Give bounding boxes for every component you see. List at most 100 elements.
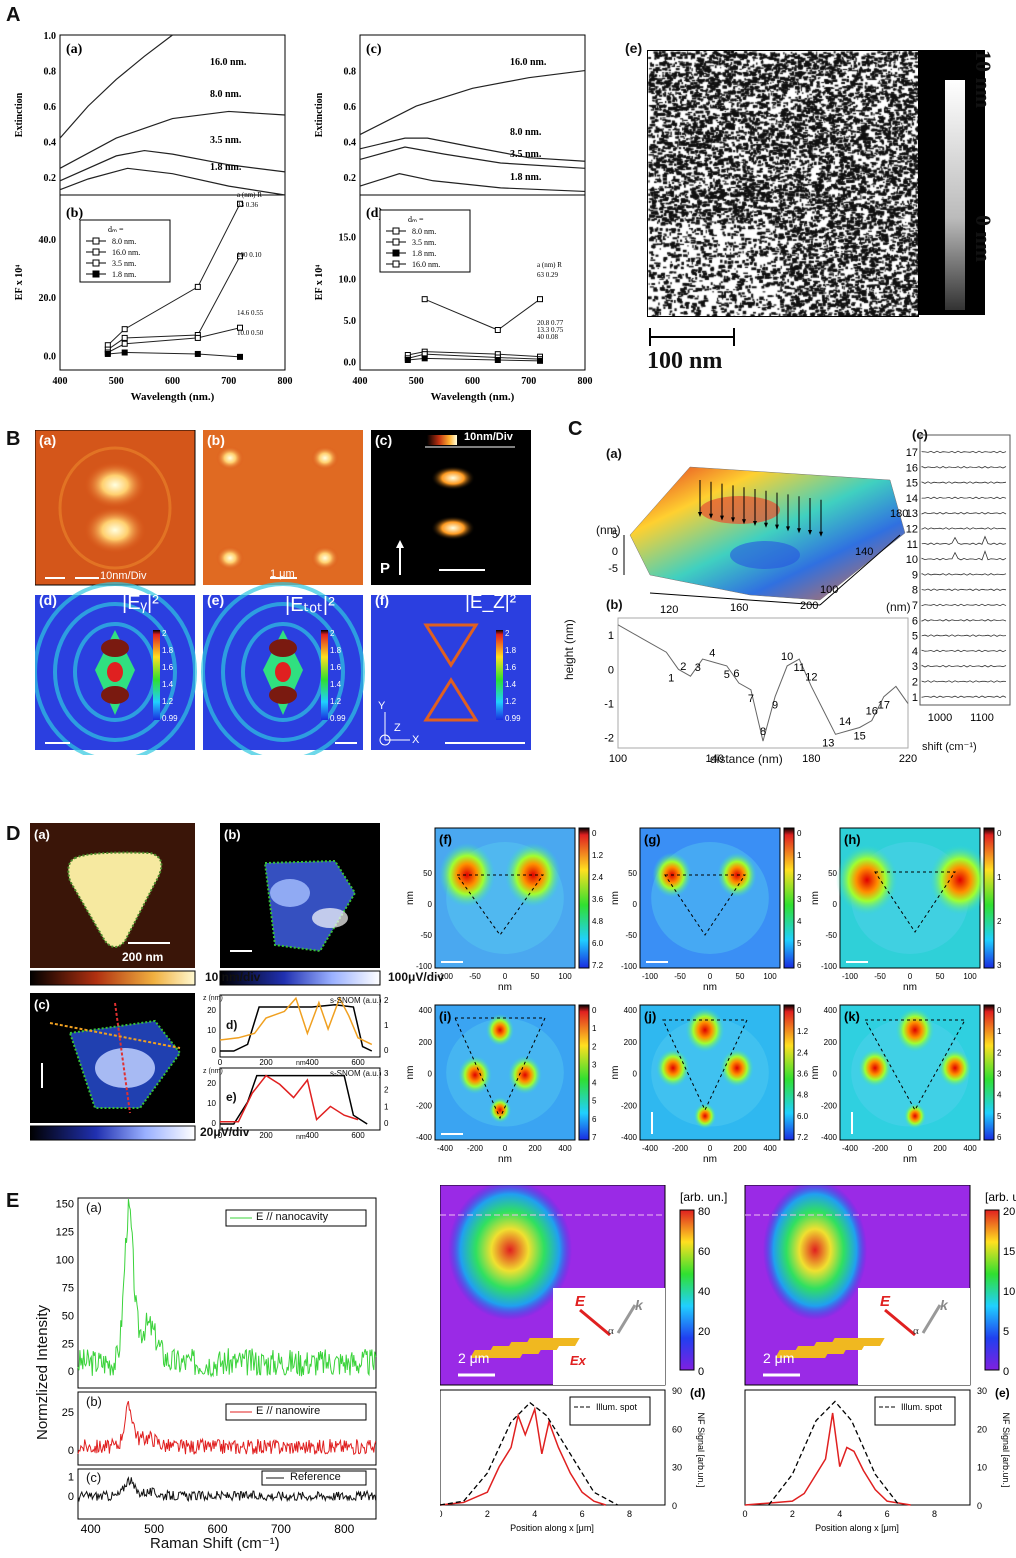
b-f-cbar-tick: 1.8 <box>505 646 517 655</box>
a-right-ef-ytick: 15.0 <box>339 233 357 244</box>
e-e-colorbar <box>984 1209 1000 1371</box>
d-k-cbar-tick: 0 <box>997 1006 1002 1015</box>
d-f-cbar-tick: 0 <box>592 829 597 838</box>
a-right-panel: 400 500 600 700 800 Wavelength (nm.) 0.2 0.4 0.6… <box>314 34 593 403</box>
a-left-panel: 400 500 600 700 800 Wavelength (nm.) 0.2 0.4 0.6… <box>14 31 293 403</box>
d-f-colorbar <box>578 827 590 969</box>
d-d-z: z (nm) <box>203 995 223 1002</box>
e-xtick: 600 <box>207 1522 227 1536</box>
e-d-nf-ylabel: NF Signal [arb.un.] <box>696 1412 706 1487</box>
c-c-spectrum-label: 9 <box>912 569 918 581</box>
b-f-cbar-tick: 1.2 <box>505 697 517 706</box>
c-a-ytick: 100 <box>820 584 838 596</box>
a-right-curve-label: 16.0 nm. <box>510 57 547 68</box>
d-k-xlabel: nm <box>903 1154 917 1165</box>
a-right-ext-series-3 <box>359 173 586 193</box>
a-left-ef-point <box>121 349 128 356</box>
c-b-point-label: 8 <box>760 726 766 738</box>
c-b-point-label: 6 <box>733 668 739 680</box>
d-j-cbar-tick: 4.8 <box>797 1091 809 1100</box>
e-d-colorbar <box>679 1209 695 1371</box>
d-h-ytick: 0 <box>833 900 838 909</box>
d-h-ytick: -100 <box>821 962 838 971</box>
d-k-hotspot <box>858 1048 892 1088</box>
a-right-legend-item: 16.0 nm. <box>412 260 440 269</box>
d-j-hotspot <box>685 1007 725 1053</box>
b-axis-z: Z <box>394 722 401 734</box>
c-b-ytick: -2 <box>604 733 614 745</box>
d-g-ylabel: nm <box>610 891 621 905</box>
a-left-ext-series-0 <box>59 34 173 139</box>
b-d-cbar-tick: 0.99 <box>162 714 178 723</box>
e-d-cbar-tick: 40 <box>698 1286 710 1298</box>
c-b-label: (b) <box>606 597 623 612</box>
e-legend-b: E // nanowire <box>256 1405 321 1417</box>
d-i-ylabel: nm <box>405 1066 416 1080</box>
d-g-cbar-tick: 3 <box>797 895 802 904</box>
b-e-cbar-tick: 1.8 <box>330 646 342 655</box>
d-j-ytick: -400 <box>621 1133 638 1142</box>
e-xtick: 400 <box>81 1522 101 1536</box>
d-f-cbar-tick: 7.2 <box>592 961 604 970</box>
b-f-label: (f) <box>375 592 389 608</box>
d-g-xlabel: nm <box>703 982 717 993</box>
a-right-curve-label: 1.8 nm. <box>510 172 542 183</box>
b-e-cbar-tick: 1.2 <box>330 697 342 706</box>
a-left-ef-point <box>237 253 243 260</box>
c-a-ytick: 140 <box>855 546 873 558</box>
k-vector-icon <box>616 1304 637 1334</box>
e-d-legend <box>569 1396 651 1426</box>
c-b-point-label: 3 <box>695 662 701 674</box>
d-k-cbar-tick: 4 <box>997 1091 1002 1100</box>
a-left-xlabel: Wavelength (nm.) <box>131 391 215 403</box>
d-h-ylabel: nm <box>810 891 821 905</box>
d-j-xtick: -200 <box>672 1144 689 1153</box>
d-e-y2tick: 2 <box>384 1086 389 1095</box>
a-right-ext-series-0 <box>359 69 586 136</box>
d-h-ytick: 50 <box>828 869 837 878</box>
e-b-ytick: 0 <box>68 1445 74 1457</box>
c-b-point-label: 13 <box>822 737 834 749</box>
e-e-legend <box>874 1396 956 1426</box>
c-b-point-label: 5 <box>724 669 730 681</box>
a-right-ef-point <box>421 296 428 303</box>
d-i-cbar-tick: 5 <box>592 1097 597 1106</box>
a-e-image <box>647 50 919 317</box>
c-b-point-label: 9 <box>772 700 778 712</box>
e-d-nf-series <box>440 1406 607 1506</box>
d-i-xtick: 200 <box>528 1144 542 1153</box>
d-i-cbar-tick: 3 <box>592 1060 597 1069</box>
d-j-hotspot <box>720 1048 754 1088</box>
c-b-point-label: 11 <box>794 662 805 674</box>
c-c-spectrum <box>921 603 1007 607</box>
c-c-spectrum-label: 5 <box>912 631 918 643</box>
panel-letter-b: B <box>6 428 21 450</box>
e-d-cbar-tick: 80 <box>698 1206 710 1218</box>
d-j-hotspot <box>656 1048 690 1088</box>
b-d-field: |Eᵧ|² <box>122 592 159 614</box>
a-right-ef-point <box>494 357 501 363</box>
d-h-hotspot <box>929 844 991 916</box>
c-b-xtick: 140 <box>705 753 723 765</box>
a-right-xtick: 800 <box>578 376 593 387</box>
a-right-xlabel: Wavelength (nm.) <box>431 391 515 403</box>
e-d-scale: 2 μm <box>458 1350 490 1366</box>
e-e-nf-xtick: 2 <box>790 1509 795 1519</box>
e-b-label: (b) <box>86 1394 102 1409</box>
a-right-legend-title: dₘ = <box>408 215 424 224</box>
d-e-frame <box>219 1067 381 1131</box>
c-b-point-label: 7 <box>748 693 754 705</box>
c-c-spectrum-label: 13 <box>906 508 918 520</box>
a-left-ef-ytick: 0.0 <box>44 351 57 362</box>
e-e-scale: 2 μm <box>763 1350 795 1366</box>
c-a-xtick: 120 <box>660 604 678 616</box>
c-c-spectrum-label: 6 <box>912 615 918 627</box>
c-b-xtick: 220 <box>899 753 917 765</box>
d-d-xlabel: nm <box>296 1060 306 1067</box>
section-d-fields: (f) 01.22.43.64.86.07.2-100 -50 0 50 100500-5… <box>405 827 1002 1165</box>
c-c-spectrum <box>921 481 1007 484</box>
e-d-nf-xtick: 0 <box>440 1509 443 1519</box>
c-c-xlabel: shift (cm⁻¹) <box>922 741 977 753</box>
d-k-cbar-tick: 1 <box>997 1027 1002 1036</box>
c-b-point-label: 4 <box>709 647 715 659</box>
